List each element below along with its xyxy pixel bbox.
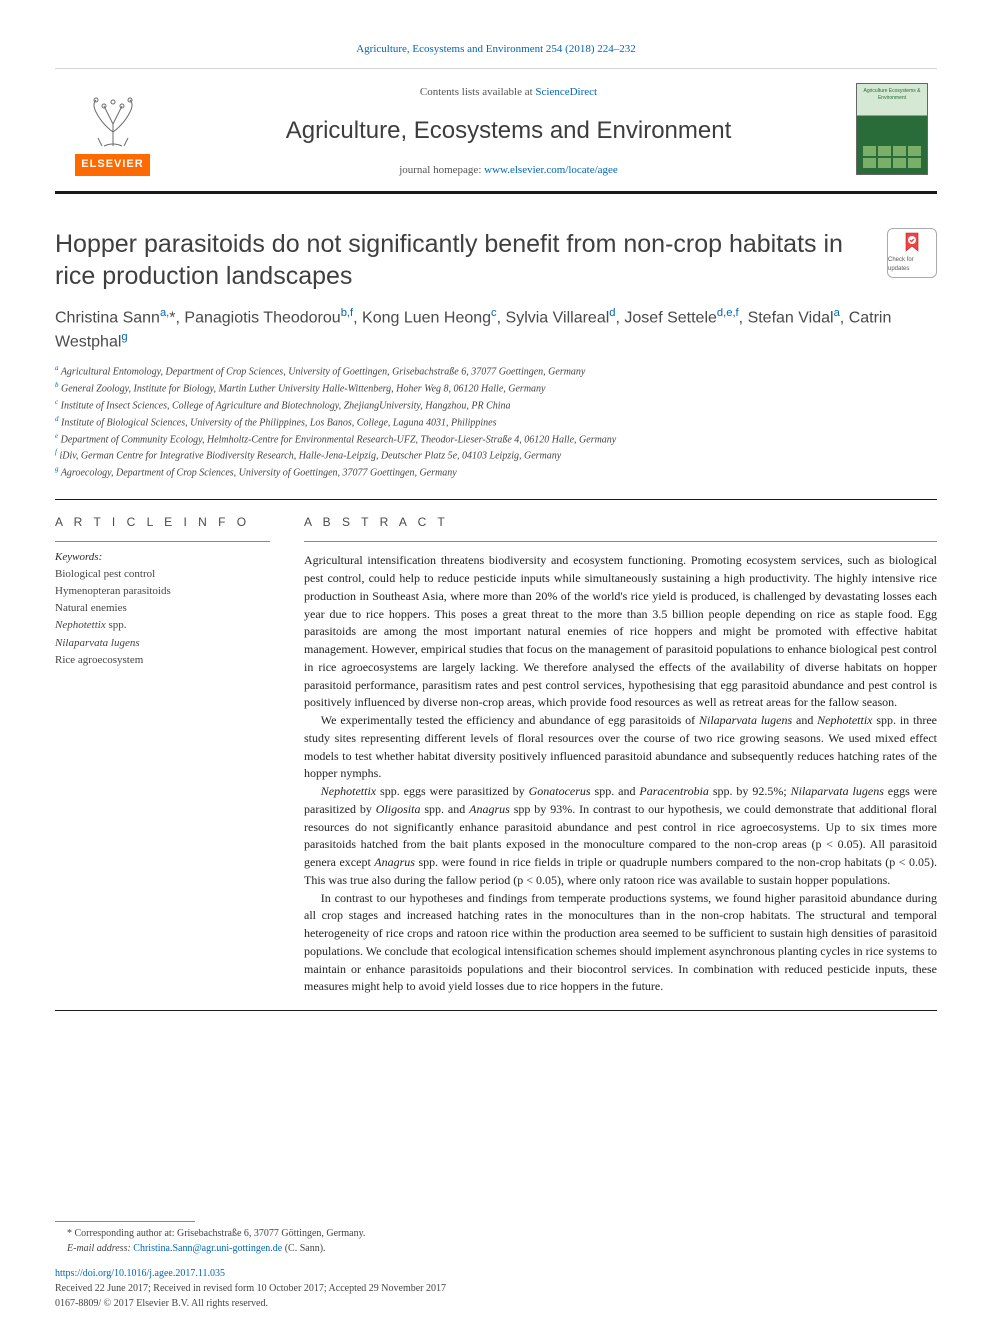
publisher-logo-block: ELSEVIER	[55, 88, 170, 176]
affiliation-item: d Institute of Biological Sciences, Univ…	[55, 414, 937, 431]
abstract-body: Agricultural intensification threatens b…	[304, 552, 937, 996]
abstract-paragraph: Nephotettix spp. eggs were parasitized b…	[304, 783, 937, 890]
running-citation: Agriculture, Ecosystems and Environment …	[55, 42, 937, 58]
footnote-rule	[55, 1221, 195, 1222]
keywords-heading: Keywords:	[55, 550, 270, 566]
check-updates-label: Check for updates	[888, 256, 936, 273]
affiliation-item: g Agroecology, Department of Crop Scienc…	[55, 464, 937, 481]
affiliation-item: f iDiv, German Centre for Integrative Bi…	[55, 447, 937, 464]
keyword-item: Natural enemies	[55, 600, 270, 617]
article-footer: * Corresponding author at: Grisebachstra…	[55, 1221, 937, 1311]
article-history: Received 22 June 2017; Received in revis…	[55, 1281, 937, 1296]
homepage-prefix: journal homepage:	[399, 164, 484, 176]
email-suffix: (C. Sann).	[285, 1243, 326, 1254]
bookmark-check-icon	[902, 232, 922, 254]
sciencedirect-link[interactable]: ScienceDirect	[535, 86, 597, 98]
check-updates-badge[interactable]: Check for updates	[887, 228, 937, 278]
affiliation-item: c Institute of Insect Sciences, College …	[55, 397, 937, 414]
issn-copyright: 0167-8809/ © 2017 Elsevier B.V. All righ…	[55, 1296, 937, 1311]
journal-homepage-link[interactable]: www.elsevier.com/locate/agee	[484, 164, 618, 176]
contents-available-line: Contents lists available at ScienceDirec…	[180, 85, 837, 101]
article-info-heading: A R T I C L E I N F O	[55, 514, 270, 531]
abstract-heading: A B S T R A C T	[304, 514, 937, 531]
abstract-rule	[304, 541, 937, 542]
section-rule-bottom	[55, 1010, 937, 1011]
email-label: E-mail address:	[67, 1243, 131, 1254]
elsevier-tree-icon	[78, 88, 148, 150]
corresponding-email-link[interactable]: Christina.Sann@agr.uni-gottingen.de	[133, 1243, 282, 1254]
affiliation-item: b General Zoology, Institute for Biology…	[55, 380, 937, 397]
affiliation-item: e Department of Community Ecology, Helmh…	[55, 431, 937, 448]
affiliation-list: a Agricultural Entomology, Department of…	[55, 363, 937, 481]
journal-homepage-line: journal homepage: www.elsevier.com/locat…	[180, 163, 837, 179]
journal-banner: ELSEVIER Contents lists available at Sci…	[55, 68, 937, 194]
contents-prefix: Contents lists available at	[420, 86, 535, 98]
email-line: E-mail address: Christina.Sann@agr.uni-g…	[55, 1241, 937, 1256]
abstract-paragraph: We experimentally tested the efficiency …	[304, 712, 937, 783]
journal-name: Agriculture, Ecosystems and Environment	[180, 114, 837, 149]
corresponding-author-note: * Corresponding author at: Grisebachstra…	[55, 1226, 937, 1241]
keyword-item: Nephotettix spp.	[55, 617, 270, 634]
section-rule-top	[55, 499, 937, 500]
keyword-item: Biological pest control	[55, 566, 270, 583]
abstract-paragraph: Agricultural intensification threatens b…	[304, 552, 937, 712]
abstract-paragraph: In contrast to our hypotheses and findin…	[304, 890, 937, 997]
doi-link[interactable]: https://doi.org/10.1016/j.agee.2017.11.0…	[55, 1268, 225, 1279]
keywords-list: Biological pest controlHymenopteran para…	[55, 566, 270, 668]
keyword-item: Rice agroecosystem	[55, 652, 270, 669]
cover-caption: Agriculture Ecosystems & Environment	[857, 88, 927, 103]
journal-cover-thumbnail: Agriculture Ecosystems & Environment	[856, 83, 928, 175]
keyword-item: Hymenopteran parasitoids	[55, 583, 270, 600]
author-list: Christina Sanna,*, Panagiotis Theodoroub…	[55, 306, 937, 353]
keyword-item: Nilaparvata lugens	[55, 635, 270, 652]
info-rule	[55, 541, 270, 542]
article-title: Hopper parasitoids do not significantly …	[55, 228, 867, 292]
publisher-wordmark: ELSEVIER	[75, 154, 149, 176]
affiliation-item: a Agricultural Entomology, Department of…	[55, 363, 937, 380]
